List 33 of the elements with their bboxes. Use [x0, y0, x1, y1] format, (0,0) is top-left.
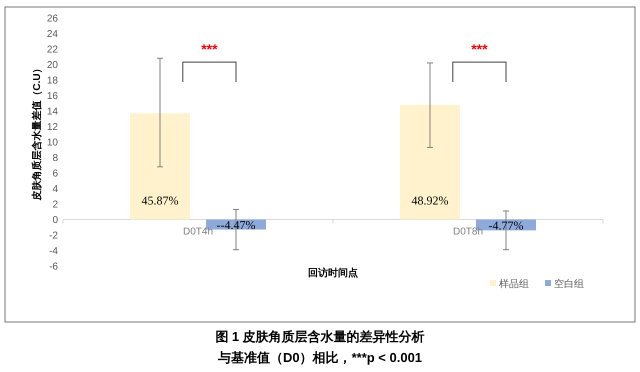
y-tick-label: -6: [49, 262, 58, 272]
text: 与基准值（D0）相比，***p < 0.001: [216, 350, 422, 365]
x-tick-label: D0T4h: [182, 226, 214, 238]
annotation: ***: [471, 41, 488, 58]
y-tick-label: 16: [46, 91, 58, 102]
y-tick-label: 10: [46, 138, 58, 148]
annotation: ***: [201, 41, 218, 58]
bar: [130, 113, 190, 220]
y-tick-label: 22: [46, 44, 58, 56]
legend-label: 样品组: [499, 278, 529, 290]
bar: [400, 104, 460, 220]
annotation: --4.47%: [216, 218, 256, 232]
y-tick-label: 12: [46, 122, 58, 133]
y-tick-label: 24: [46, 29, 58, 40]
y-axis-title: 皮肤角质层含水量差值（C.U）: [31, 63, 43, 202]
annotation: 45.87%: [142, 194, 178, 208]
annotation: 48.92%: [412, 194, 448, 208]
y-tick-label: 4: [52, 184, 58, 195]
y-tick-label: -4: [49, 246, 58, 257]
y-tick-label: -2: [49, 230, 58, 242]
legend-label: 空白组: [554, 278, 584, 290]
text: 图 1 皮肤角质层含水量的差异性分析: [215, 329, 425, 344]
y-tick-label: 2: [52, 200, 58, 210]
y-tick-label: 26: [46, 14, 58, 24]
y-tick-label: 18: [46, 76, 58, 86]
x-axis-title: 回访时间点: [308, 267, 358, 279]
y-tick-label: 6: [52, 168, 58, 180]
y-tick-label: 20: [46, 60, 58, 71]
x-tick-label: D0T8h: [452, 226, 484, 238]
y-tick-label: 0: [52, 215, 58, 226]
annotation: -4.77%: [488, 218, 524, 232]
y-tick-label: 14: [46, 106, 58, 118]
y-tick-label: 8: [52, 153, 58, 164]
